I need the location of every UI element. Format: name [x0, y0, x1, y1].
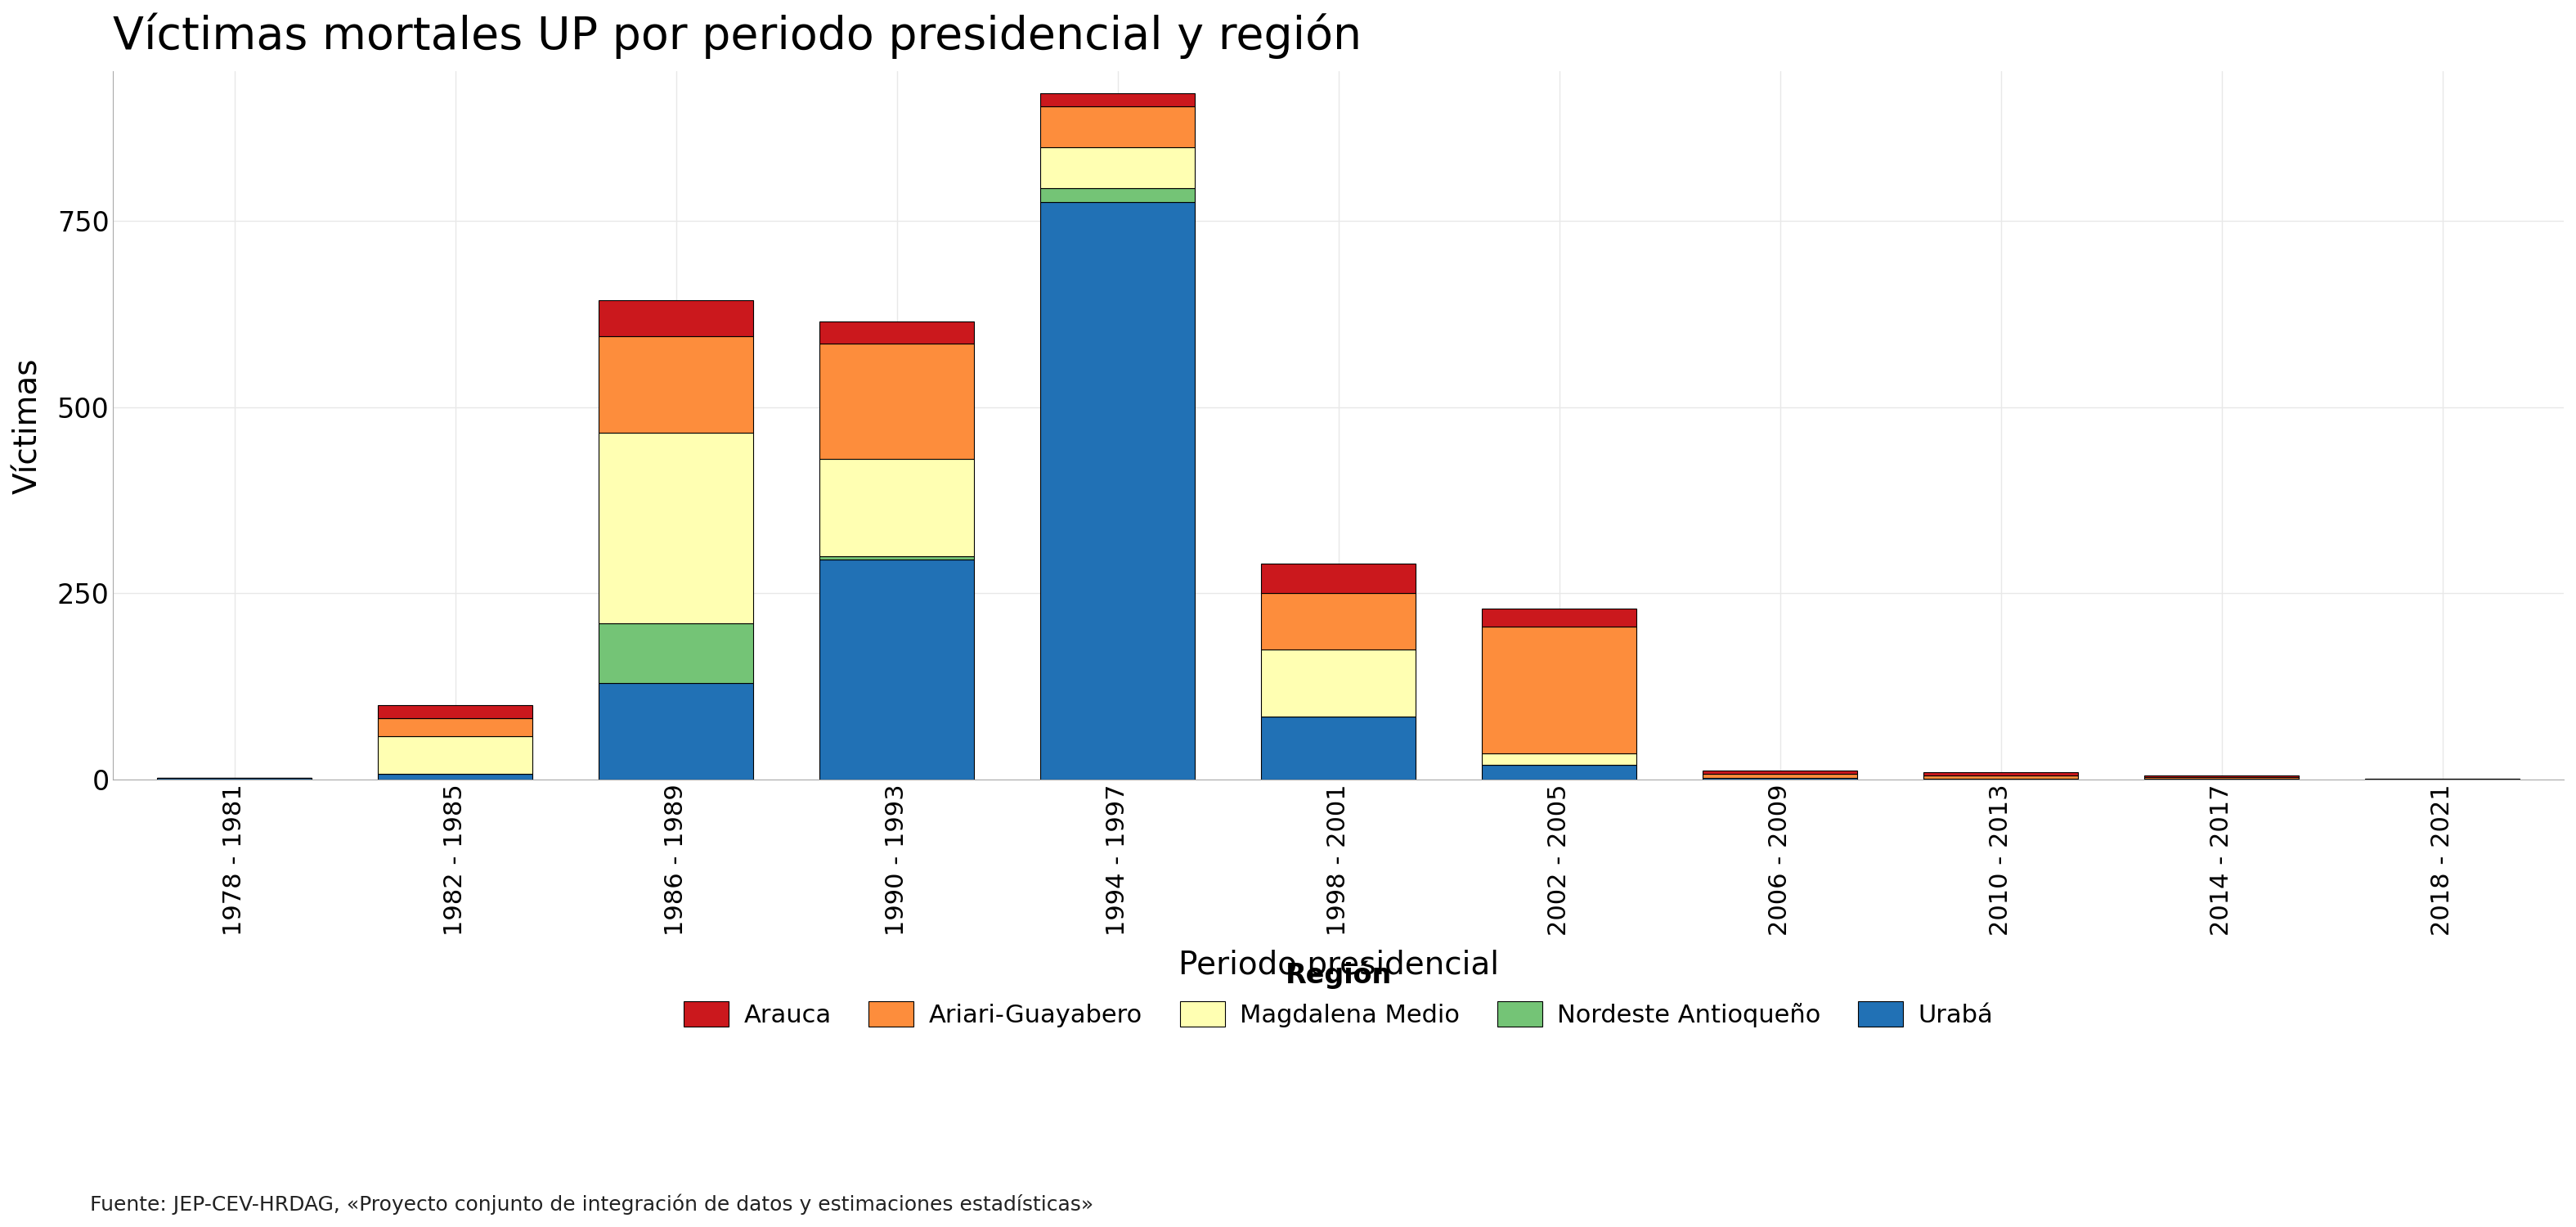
- Bar: [1262, 594, 1417, 649]
- Bar: [819, 344, 974, 459]
- Bar: [819, 459, 974, 556]
- Legend: Arauca, Ariari-Guayabero, Magdalena Medio, Nordeste Antioqueño, Urabá: Arauca, Ariari-Guayabero, Magdalena Medi…: [672, 948, 2007, 1040]
- Bar: [1262, 649, 1417, 717]
- Bar: [598, 301, 752, 336]
- Bar: [819, 321, 974, 344]
- Bar: [379, 736, 533, 774]
- Bar: [1703, 774, 1857, 778]
- Bar: [157, 778, 312, 780]
- Bar: [598, 433, 752, 623]
- Bar: [1924, 772, 2079, 775]
- Bar: [1924, 775, 2079, 779]
- Bar: [1481, 764, 1636, 780]
- Bar: [1041, 189, 1195, 202]
- Text: Víctimas mortales UP por periodo presidencial y región: Víctimas mortales UP por periodo preside…: [113, 12, 1363, 59]
- Bar: [1481, 609, 1636, 627]
- Bar: [379, 774, 533, 780]
- Bar: [1262, 717, 1417, 780]
- Bar: [1041, 147, 1195, 189]
- Bar: [379, 718, 533, 736]
- Bar: [1041, 202, 1195, 780]
- Text: Fuente: JEP-CEV-HRDAG, «Proyecto conjunto de integración de datos y estimaciones: Fuente: JEP-CEV-HRDAG, «Proyecto conjunt…: [90, 1194, 1095, 1215]
- Y-axis label: Víctimas: Víctimas: [13, 357, 44, 493]
- Bar: [1481, 753, 1636, 764]
- Bar: [1041, 107, 1195, 147]
- Bar: [1041, 93, 1195, 107]
- Bar: [1262, 563, 1417, 594]
- Bar: [819, 556, 974, 560]
- Bar: [1703, 778, 1857, 780]
- Bar: [598, 683, 752, 780]
- Bar: [598, 623, 752, 683]
- Bar: [819, 560, 974, 780]
- Bar: [2143, 775, 2298, 777]
- X-axis label: Periodo presidencial: Periodo presidencial: [1177, 950, 1499, 980]
- Bar: [1703, 771, 1857, 774]
- Bar: [379, 706, 533, 718]
- Bar: [1481, 627, 1636, 753]
- Bar: [2143, 777, 2298, 779]
- Bar: [598, 336, 752, 433]
